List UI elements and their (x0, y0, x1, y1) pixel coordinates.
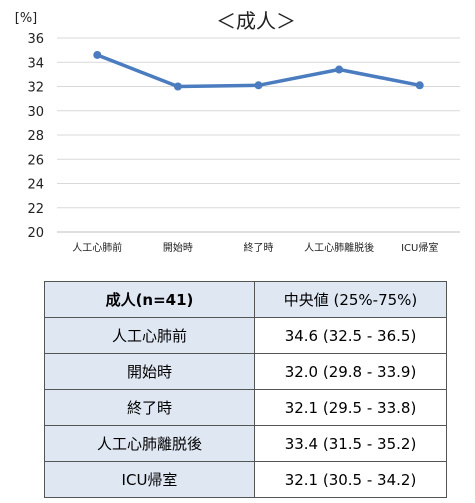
y-tick-label: 22 (27, 202, 44, 217)
row-label: 開始時 (44, 353, 255, 390)
y-tick-label: 28 (27, 129, 44, 144)
gridlines (57, 37, 460, 233)
x-tick-labels: 人工心肺前 開始時 終了時 人工心肺離脱後 ICU帰室 (72, 241, 438, 254)
table-row: 開始時 32.0 (29.8 - 33.9) (44, 353, 447, 390)
y-tick-labels: 20 22 24 26 28 30 32 34 36 (27, 32, 44, 241)
y-axis-unit-label: [%] (15, 11, 38, 26)
y-tick-label: 24 (27, 178, 44, 193)
row-value: 32.1 (30.5 - 34.2) (254, 461, 447, 498)
line-chart: [%] ＜成人＞ 202224262830323436 人工心肺前 開始時 終了時人… (15, 9, 460, 254)
chart-title: ＜成人＞ (216, 9, 296, 33)
data-point (415, 81, 424, 90)
table-header-group: 成人(n=41) (44, 281, 255, 318)
data-point (173, 82, 182, 91)
row-label: ICU帰室 (44, 461, 255, 498)
table-row: 終了時 32.1 (29.5 - 33.8) (44, 389, 447, 426)
y-tick-label: 20 (27, 226, 44, 241)
row-value: 34.6 (32.5 - 36.5) (254, 317, 447, 354)
row-label: 終了時 (44, 389, 255, 426)
table-header-median: 中央値 (25%-75%) (254, 281, 447, 318)
x-tick-label: ICU帰室 (401, 241, 438, 254)
y-tick-label: 26 (27, 153, 44, 168)
x-tick-label: 開始時 (163, 241, 193, 254)
y-tick-label: 30 (27, 105, 44, 120)
y-tick-label: 36 (27, 32, 44, 47)
row-label: 人工心肺離脱後 (44, 425, 255, 462)
x-tick-label: 人工心肺前 (72, 241, 122, 254)
y-tick-label: 32 (27, 81, 44, 96)
table-row: 人工心肺前 34.6 (32.5 - 36.5) (44, 317, 447, 354)
row-label: 人工心肺前 (44, 317, 255, 354)
data-point (254, 81, 263, 90)
summary-table: 成人(n=41) 中央値 (25%-75%) 人工心肺前 34.6 (32.5 … (44, 281, 447, 498)
table-header-row: 成人(n=41) 中央値 (25%-75%) (44, 281, 447, 318)
table-row: ICU帰室 32.1 (30.5 - 34.2) (44, 461, 447, 498)
x-tick-label: 終了時 (244, 241, 274, 254)
series-layer (93, 50, 424, 91)
row-value: 32.0 (29.8 - 33.9) (254, 353, 447, 390)
data-point (93, 50, 102, 59)
x-tick-label: 人工心肺離脱後 (304, 241, 374, 254)
row-value: 33.4 (31.5 - 35.2) (254, 425, 447, 462)
data-point (335, 65, 344, 74)
table-row: 人工心肺離脱後 33.4 (31.5 - 35.2) (44, 425, 447, 462)
y-tick-label: 34 (27, 56, 44, 71)
row-value: 32.1 (29.5 - 33.8) (254, 389, 447, 426)
